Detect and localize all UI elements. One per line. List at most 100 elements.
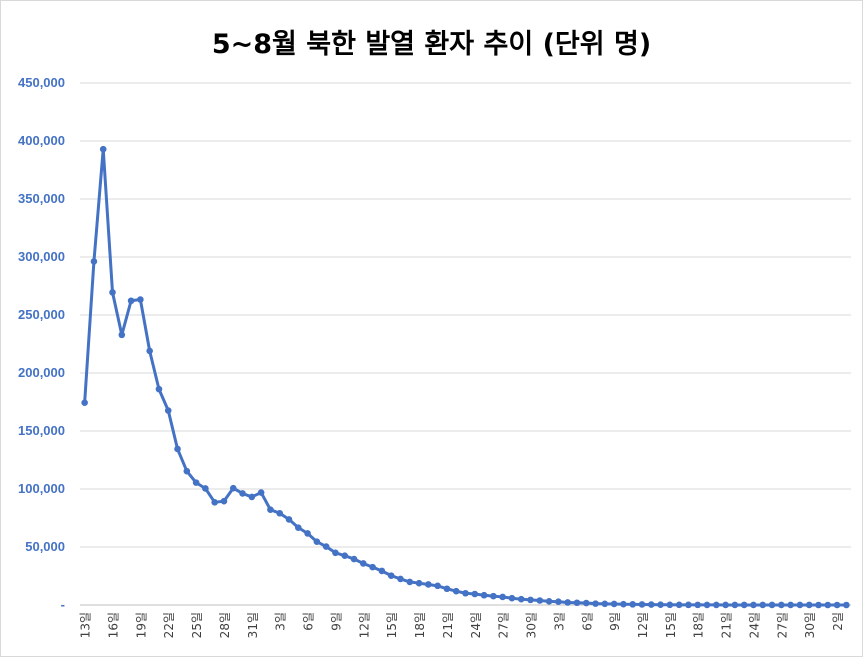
data-point [137,296,144,303]
data-point [202,485,209,492]
data-point [629,601,637,608]
x-tick-label: 13일 [79,612,93,638]
x-tick-label: 12일 [357,612,371,638]
data-point [805,601,813,609]
data-point [322,543,330,550]
x-tick: 15일 [385,612,399,638]
x-tick: 31일 [246,612,260,638]
data-point [499,593,506,601]
x-tick-label: 16일 [107,612,121,638]
data-point [118,331,126,339]
data-point [378,567,386,575]
data-point [462,589,469,597]
x-tick-label: 6일 [580,612,594,631]
x-axis-ticks: 13일 16일 19일 22일 25일 28일 31일 3일 6일 9일 12일 15일 18일 21일 2… [79,612,845,638]
gridlines [80,82,851,606]
data-point [211,499,218,506]
x-tick: 12일 [636,612,650,638]
y-tick-label: 100,000 [18,481,65,496]
x-tick-label: 18일 [413,612,427,638]
data-point [685,601,692,609]
data-point [666,601,674,609]
x-tick: 21일 [441,612,455,638]
data-point [480,591,488,599]
x-tick-label: 6일 [302,612,316,631]
x-tick: 3일 [552,612,566,631]
y-axis-ticks: - 50,000 100,000 150,000 200,000 250,000 300,0… [18,75,65,612]
data-point [508,594,516,602]
x-tick: 15일 [664,612,678,638]
data-point [638,601,646,608]
data-point [267,506,274,513]
x-tick: 16일 [107,612,121,638]
data-point [750,601,757,609]
y-tick-label: 450,000 [18,75,65,90]
data-point [285,516,293,523]
x-tick-label: 9일 [329,612,343,631]
data-point [183,467,191,475]
data-point [443,585,451,593]
data-point [731,601,739,609]
x-tick-label: 22일 [162,612,176,638]
x-tick-label: 30일 [803,612,817,638]
data-point [164,407,172,414]
data-point [406,578,414,586]
data-point [490,592,497,600]
data-point [647,601,655,608]
data-point [155,385,163,393]
data-point [517,595,525,603]
series-line [83,147,848,607]
data-point [768,601,776,609]
series-group [81,145,850,609]
x-tick: 27일 [497,612,511,638]
data-point [592,600,599,607]
x-tick: 30일 [803,612,817,638]
x-tick: 6일 [580,612,594,631]
x-tick-label: 31일 [246,612,260,638]
x-tick: 9일 [329,612,343,631]
data-point [387,572,395,579]
data-point [81,399,88,406]
data-point [536,597,544,604]
x-tick: 21일 [720,612,734,638]
data-point [703,601,711,609]
y-tick-label: 50,000 [25,539,65,554]
data-point [601,600,609,608]
x-tick-label: 21일 [720,612,734,638]
data-point [109,289,116,296]
data-point [304,530,311,537]
data-point [740,601,748,609]
data-point [787,601,794,609]
x-tick-label: 25일 [190,612,204,638]
x-tick-label: 9일 [608,612,622,631]
data-point [555,598,562,606]
data-point [573,599,581,607]
data-point [239,490,246,497]
data-point [90,258,98,265]
data-point [778,601,785,609]
x-tick-label: 24일 [469,612,483,638]
data-point [332,549,339,557]
x-tick: 25일 [190,612,204,638]
x-tick-label: 27일 [775,612,789,638]
x-tick-label: 12일 [636,612,650,638]
x-tick: 24일 [747,612,761,638]
x-tick: 9일 [608,612,622,631]
x-tick-label: 21일 [441,612,455,638]
x-tick-label: 15일 [664,612,678,638]
x-tick: 2일 [831,612,845,631]
data-point [527,596,534,604]
x-tick-label: 3일 [552,612,566,631]
data-point [229,484,237,492]
data-point [174,445,181,453]
data-point [675,601,683,609]
data-point [694,601,702,609]
x-tick: 27일 [775,612,789,638]
data-point [220,497,228,505]
data-point [824,601,832,609]
data-point [294,524,302,531]
data-point [843,601,850,609]
data-point [127,297,135,305]
data-point [248,493,256,501]
data-point [257,489,265,496]
